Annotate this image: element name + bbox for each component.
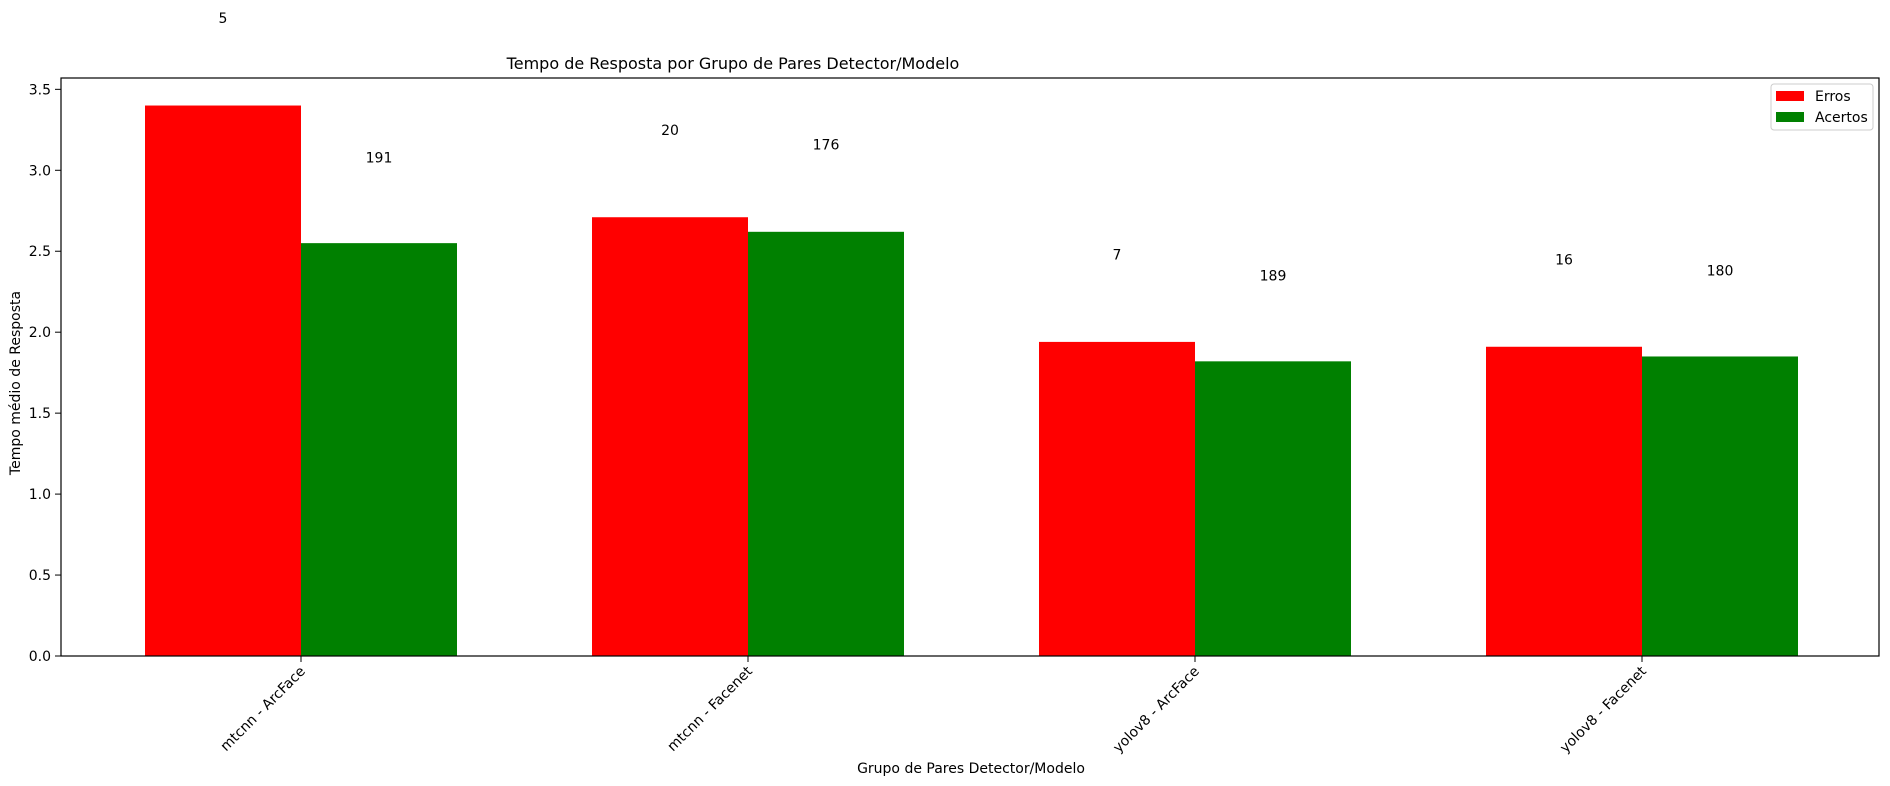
bar-acertos-mtcnn-arcface bbox=[301, 243, 457, 656]
y-tick-label: 3.0 bbox=[29, 163, 51, 179]
count-label-acertos-yolov8-facenet: 180 bbox=[1707, 264, 1734, 280]
y-tick-label: 1.0 bbox=[29, 487, 51, 503]
bar-erros-yolov8-facenet bbox=[1486, 346, 1642, 656]
bar-erros-mtcnn-facenet bbox=[592, 217, 748, 656]
chart-title: Tempo de Resposta por Grupo de Pares Det… bbox=[506, 54, 960, 73]
y-tick-label: 0.5 bbox=[29, 568, 51, 584]
bar-acertos-mtcnn-facenet bbox=[748, 231, 904, 657]
bar-erros-yolov8-arcface bbox=[1039, 341, 1195, 656]
count-label-acertos-mtcnn-facenet: 176 bbox=[813, 137, 840, 153]
legend: Erros Acertos bbox=[1770, 83, 1874, 131]
x-axis-label: Grupo de Pares Detector/Modelo bbox=[857, 761, 1085, 777]
y-axis-label: Tempo médio de Resposta bbox=[8, 291, 24, 476]
bar-acertos-yolov8-facenet bbox=[1642, 356, 1798, 656]
plot-frame bbox=[60, 77, 1880, 657]
y-tick-label: 0.0 bbox=[29, 649, 51, 665]
legend-swatch-erros bbox=[1776, 91, 1804, 101]
y-axis: 0.0 0.5 1.0 1.5 2.0 2.5 3.0 3.5 bbox=[29, 82, 61, 665]
count-label-erros-yolov8-facenet: 16 bbox=[1555, 252, 1573, 268]
bar-erros-mtcnn-arcface bbox=[145, 105, 301, 657]
count-label-erros-mtcnn-arcface: 5 bbox=[219, 11, 228, 27]
bars-layer bbox=[145, 105, 1798, 657]
x-tick-label-yolov8-facenet: yolov8 - Facenet bbox=[1557, 663, 1650, 756]
y-tick-label: 1.5 bbox=[29, 406, 51, 422]
bar-acertos-yolov8-arcface bbox=[1195, 361, 1351, 656]
x-tick-label-mtcnn-arcface: mtcnn - ArcFace bbox=[218, 664, 309, 755]
count-label-acertos-mtcnn-arcface: 191 bbox=[366, 150, 393, 166]
legend-label-erros: Erros bbox=[1815, 89, 1851, 105]
count-labels-layer: 5 191 20 176 7 189 16 180 bbox=[219, 11, 1734, 284]
count-label-acertos-yolov8-arcface: 189 bbox=[1260, 269, 1287, 285]
y-tick-label: 2.0 bbox=[29, 325, 51, 341]
x-tick-label-mtcnn-facenet: mtcnn - Facenet bbox=[665, 663, 757, 755]
x-axis: mtcnn - ArcFace mtcnn - Facenet yolov8 - A… bbox=[218, 656, 1650, 757]
count-label-erros-mtcnn-facenet: 20 bbox=[661, 123, 679, 139]
count-label-erros-yolov8-arcface: 7 bbox=[1113, 247, 1122, 263]
y-tick-label: 3.5 bbox=[29, 82, 51, 98]
legend-label-acertos: Acertos bbox=[1815, 110, 1868, 126]
x-tick-label-yolov8-arcface: yolov8 - ArcFace bbox=[1110, 664, 1203, 757]
y-tick-label: 2.5 bbox=[29, 244, 51, 260]
legend-swatch-acertos bbox=[1776, 112, 1804, 122]
